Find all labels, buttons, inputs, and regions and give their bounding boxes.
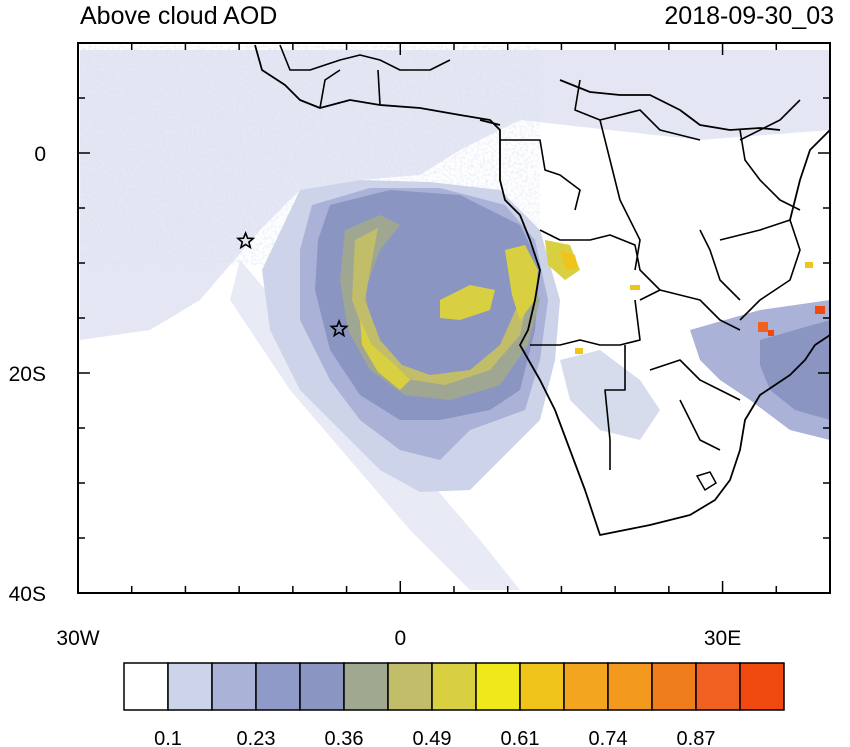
aod-inland-haze <box>560 350 660 440</box>
aod-yellow-patch <box>360 320 410 390</box>
x-tick-label: 30W <box>56 627 99 650</box>
country-borders <box>279 44 801 470</box>
colorbar-swatch <box>167 662 213 711</box>
colorbar-swatch <box>475 662 521 711</box>
colorbar-swatch <box>255 662 301 711</box>
aod-hotspot <box>768 330 774 336</box>
y-tick-label: 20S <box>9 363 46 386</box>
colorbar-swatch <box>651 662 697 711</box>
lesotho-border <box>695 471 717 492</box>
site-markers <box>235 230 349 338</box>
x-tick-label: 0 <box>394 627 406 650</box>
aod-yellow-patch <box>505 245 538 320</box>
colorbar-label: 0.74 <box>589 728 628 747</box>
colorbar-swatch <box>607 662 653 711</box>
star-marker <box>329 318 349 338</box>
aod-hotspot <box>805 262 813 268</box>
colorbar-swatch <box>211 662 257 711</box>
colorbar-swatch <box>431 662 477 711</box>
y-tick-label: 0 <box>34 143 46 166</box>
colorbar-swatch <box>563 662 609 711</box>
y-tick-label: 40S <box>9 583 46 606</box>
aod-plume-band <box>340 215 540 400</box>
colorbar-swatch <box>123 662 169 711</box>
aod-hotspot <box>630 285 640 290</box>
x-tick-label: 30E <box>704 627 741 650</box>
map-title: Above cloud AOD <box>80 2 278 30</box>
colorbar-swatch <box>387 662 433 711</box>
colorbar-label: 0.61 <box>501 728 540 747</box>
colorbar-label: 0.87 <box>677 728 716 747</box>
aod-inland-patch <box>560 250 578 270</box>
aod-inland-patch <box>545 240 580 280</box>
colorbar-swatch <box>519 662 565 711</box>
colorbar-swatch <box>343 662 389 711</box>
colorbar-swatch <box>695 662 741 711</box>
aod-yellow-patch <box>440 285 495 320</box>
colorbar-swatch <box>299 662 345 711</box>
colorbar: 0.1 0.23 0.36 0.49 0.61 0.74 0.87 <box>123 662 785 747</box>
aod-field <box>80 45 830 590</box>
colorbar-label: 0.23 <box>237 728 276 747</box>
aod-hotspot <box>575 348 583 354</box>
aod-hotspot <box>758 322 768 332</box>
colorbar-label: 0.36 <box>325 728 364 747</box>
colorbar-swatch <box>739 662 785 711</box>
colorbar-label: 0.49 <box>413 728 452 747</box>
map-axes: 30W 0 30E 0 20S 40S <box>9 42 831 650</box>
aod-hotspot <box>815 306 825 314</box>
timestamp-label: 2018-09-30_03 <box>664 2 834 30</box>
aod-plume-band-inner <box>352 228 530 385</box>
colorbar-label: 0.1 <box>154 728 182 747</box>
star-marker <box>235 230 256 250</box>
